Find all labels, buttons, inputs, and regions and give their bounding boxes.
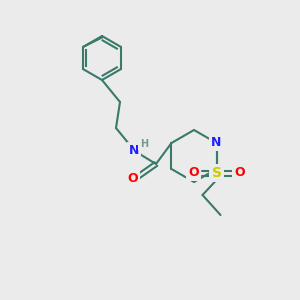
Text: O: O [234,167,245,179]
Text: O: O [188,167,199,179]
Text: H: H [140,139,148,149]
Text: S: S [212,166,221,180]
Text: O: O [128,172,138,184]
Text: N: N [129,143,139,157]
Text: N: N [211,136,222,149]
